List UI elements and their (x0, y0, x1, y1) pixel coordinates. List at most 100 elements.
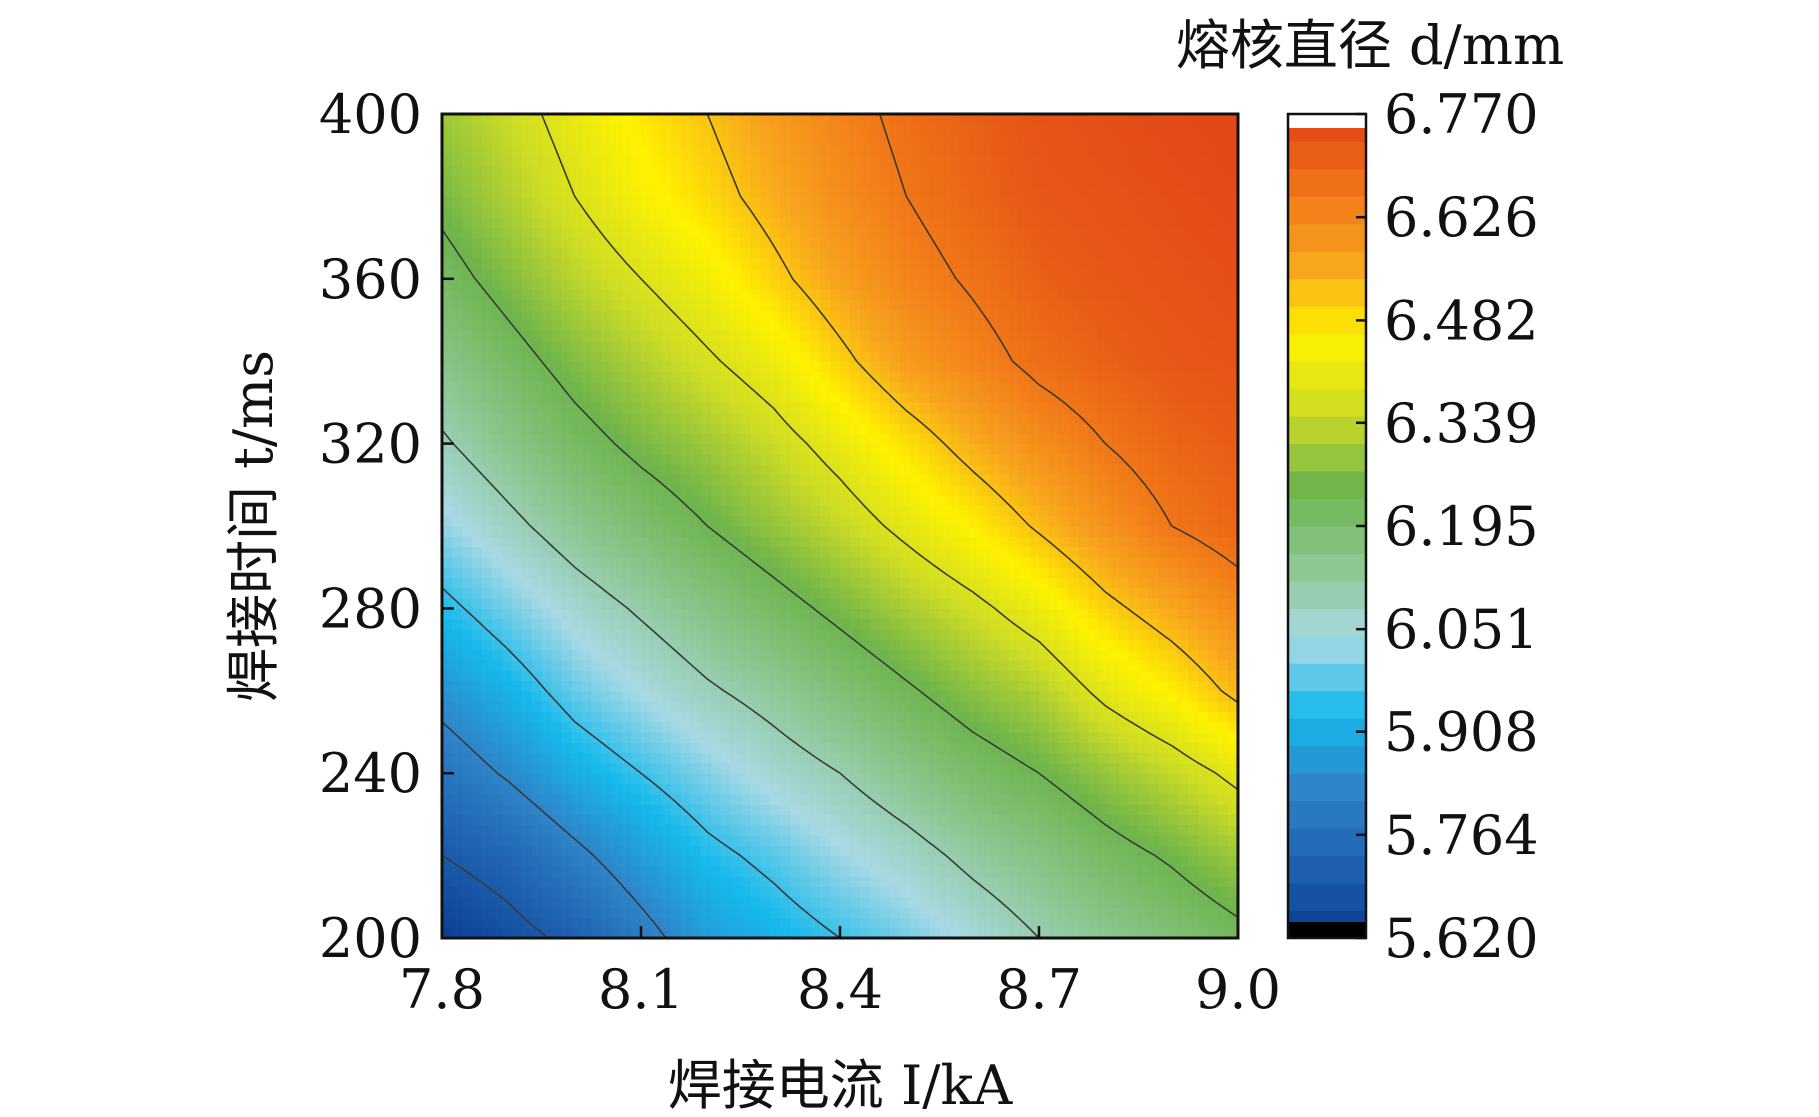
heatmap-cell (1188, 474, 1199, 486)
heatmap-cell (939, 711, 951, 723)
heatmap-cell (999, 773, 1010, 785)
heatmap-cell (949, 835, 960, 846)
heatmap-cell (641, 443, 652, 455)
heatmap-cell (1208, 423, 1219, 434)
heatmap-cell (1198, 546, 1209, 558)
heatmap-cell (1009, 433, 1020, 445)
heatmap-cell (1128, 896, 1140, 908)
heatmap-cell (1138, 402, 1150, 414)
heatmap-cell (1228, 495, 1238, 506)
heatmap-cell (581, 927, 592, 938)
heatmap-cell (670, 649, 682, 661)
heatmap-cell (1078, 783, 1090, 795)
heatmap-cell (1178, 783, 1189, 795)
heatmap-cell (1078, 598, 1090, 609)
heatmap-cell (760, 835, 771, 846)
heatmap-cell (810, 608, 821, 620)
heatmap-cell (680, 680, 692, 692)
heatmap-cell (1029, 423, 1040, 434)
heatmap-cell (1108, 927, 1120, 938)
heatmap-cell (1029, 402, 1040, 414)
heatmap-cell (481, 927, 493, 938)
heatmap-cell (810, 556, 821, 568)
heatmap-cell (1138, 556, 1150, 568)
heatmap-cell (790, 423, 801, 434)
heatmap-cell (879, 340, 891, 352)
heatmap-cell (1198, 680, 1209, 692)
heatmap-cell (521, 732, 533, 743)
heatmap-cell (1029, 361, 1040, 373)
heatmap-cell (820, 783, 831, 795)
heatmap-cell (660, 907, 672, 918)
heatmap-cell (1068, 546, 1080, 558)
heatmap-cell (1198, 721, 1209, 733)
heatmap-cell (690, 608, 702, 620)
heatmap-cell (1208, 876, 1219, 888)
heatmap-cell (790, 515, 801, 527)
heatmap-cell (680, 309, 692, 321)
heatmap-cell (720, 515, 732, 527)
heatmap-cell (780, 340, 791, 352)
heatmap-cell (611, 453, 622, 465)
heatmap-cell (611, 845, 622, 857)
heatmap-cell (1088, 381, 1100, 393)
heatmap-cell (1098, 402, 1110, 414)
heatmap-cell (1198, 536, 1209, 548)
heatmap-cell (760, 855, 771, 867)
heatmap-cell (571, 433, 582, 445)
heatmap-cell (969, 865, 980, 877)
heatmap-cell (541, 412, 553, 424)
heatmap-cell (879, 742, 891, 754)
heatmap-cell (670, 350, 682, 362)
heatmap-cell (1108, 773, 1120, 785)
heatmap-cell (442, 629, 453, 640)
heatmap-cell (1009, 464, 1020, 476)
heatmap-cell (611, 629, 622, 640)
heatmap-cell (461, 793, 473, 805)
heatmap-cell (521, 484, 533, 496)
heatmap-cell (650, 659, 662, 671)
heatmap-cell (1019, 927, 1030, 938)
heatmap-cell (889, 732, 901, 743)
heatmap-cell (451, 670, 463, 682)
heatmap-cell (611, 865, 622, 877)
heatmap-cell (521, 443, 533, 455)
heatmap-cell (680, 896, 692, 908)
heatmap-cell (1108, 876, 1120, 888)
heatmap-cell (889, 453, 901, 465)
heatmap-cell (1029, 783, 1040, 795)
heatmap-cell (581, 433, 592, 445)
heatmap-cell (1098, 814, 1110, 826)
heatmap-cell (660, 814, 672, 826)
heatmap-cell (1108, 340, 1120, 352)
heatmap-cell (959, 526, 970, 537)
heatmap-cell (581, 804, 592, 815)
heatmap-cell (849, 526, 861, 537)
heatmap-cell (531, 762, 543, 774)
heatmap-cell (1198, 742, 1209, 754)
heatmap-cell (551, 742, 562, 754)
heatmap-cell (690, 680, 702, 692)
heatmap-cell (730, 690, 742, 702)
heatmap-cell (451, 752, 463, 764)
heatmap-cell (631, 824, 642, 836)
heatmap-cell (929, 659, 941, 671)
heatmap-cell (680, 495, 692, 506)
heatmap-cell (650, 865, 662, 877)
heatmap-cell (800, 917, 811, 929)
heatmap-cell (760, 690, 771, 702)
heatmap-cell (650, 711, 662, 723)
heatmap-cell (611, 659, 622, 671)
heatmap-cell (720, 824, 732, 836)
heatmap-cell (660, 752, 672, 764)
heatmap-cell (1118, 896, 1130, 908)
heatmap-cell (989, 371, 1000, 383)
heatmap-cell (909, 876, 921, 888)
heatmap-cell (471, 865, 483, 877)
heatmap-cell (1078, 443, 1090, 455)
heatmap-cell (1208, 464, 1219, 476)
heatmap-cell (700, 680, 712, 692)
heatmap-cell (1168, 392, 1179, 403)
heatmap-cell (1019, 896, 1030, 908)
heatmap-cell (720, 855, 732, 867)
